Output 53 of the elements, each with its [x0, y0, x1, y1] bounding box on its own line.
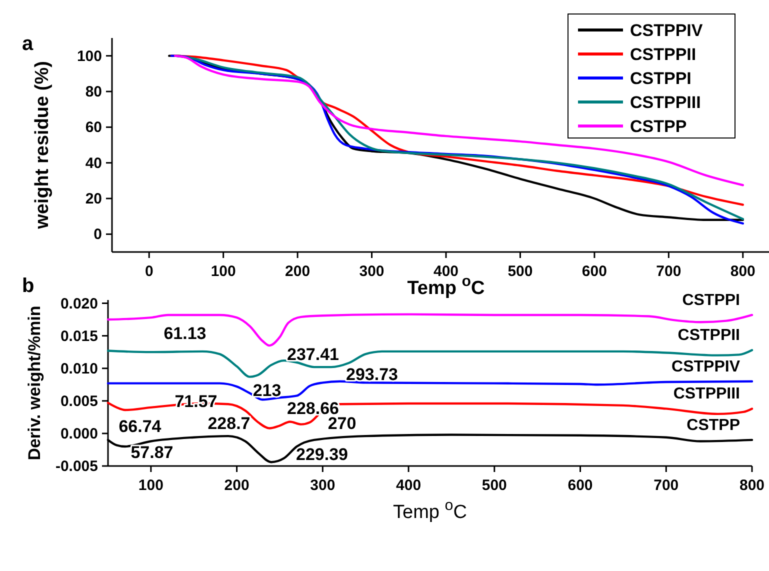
series-label: CSTPP: [686, 416, 740, 434]
series-label: CSTPPII: [678, 327, 740, 344]
x-tick-label: 700: [654, 477, 679, 494]
x-tick-label: 600: [582, 263, 607, 280]
x-axis-title: Temp $^{o}$C: [393, 496, 467, 523]
y-axis-title: weight residue (%): [32, 61, 53, 230]
x-tick-label: 200: [285, 263, 310, 280]
legend-label: CSTPPII: [630, 45, 696, 64]
x-tick-label: 800: [739, 477, 765, 494]
x-tick-label: 300: [310, 477, 336, 494]
y-tick-label: -0.005: [55, 458, 98, 475]
x-tick-label: 500: [482, 477, 507, 494]
chart-title: b: [22, 275, 34, 297]
x-tick-label: 0: [144, 263, 154, 280]
y-tick-label: 60: [85, 119, 102, 136]
annotation: 66.74: [118, 417, 162, 436]
annotation: 61.13: [164, 324, 206, 343]
x-tick-label: 800: [730, 263, 756, 280]
annotation: 270: [328, 414, 356, 433]
y-tick-label: 0.015: [60, 328, 98, 345]
y-tick-label: 100: [76, 48, 102, 65]
series-label: CSTPPIII: [673, 386, 740, 403]
series-label: CSTPPI: [682, 292, 740, 309]
y-tick-label: 0.000: [60, 425, 98, 442]
y-tick-label: 0.005: [60, 392, 98, 410]
x-tick-label: 100: [210, 263, 236, 280]
line-series: [106, 313, 754, 347]
annotation: 237.41: [287, 345, 339, 364]
legend-label: CSTPP: [630, 117, 687, 136]
y-tick-label: 0: [94, 226, 102, 244]
x-tick-label: 400: [396, 477, 422, 494]
series-label: CSTPPIV: [672, 358, 740, 376]
legend-label: CSTPPI: [630, 69, 692, 88]
x-tick-label: 200: [224, 477, 250, 494]
x-tick-label: 600: [568, 477, 593, 494]
annotation: 228.7: [208, 414, 250, 433]
annotation: 57.87: [130, 443, 174, 462]
y-axis-title: Deriv. weight/%min: [25, 306, 44, 460]
x-tick-label: 700: [656, 263, 682, 280]
legend-label: CSTPPIV: [630, 21, 704, 40]
x-tick-label: 500: [508, 263, 533, 280]
x-tick-label: 300: [359, 263, 384, 280]
annotation: 213: [252, 381, 282, 400]
legend-label: CSTPPIII: [630, 93, 701, 112]
y-tick-label: 40: [85, 154, 102, 172]
y-tick-label: 20: [85, 190, 102, 208]
y-tick-label: 80: [85, 84, 102, 100]
y-tick-label: 0.020: [60, 295, 98, 312]
annotation: 293.73: [346, 365, 398, 384]
x-tick-label: 100: [138, 477, 164, 494]
y-tick-label: 0.010: [60, 360, 98, 378]
annotation: 229.39: [296, 445, 348, 464]
chart-title: a: [22, 33, 34, 55]
